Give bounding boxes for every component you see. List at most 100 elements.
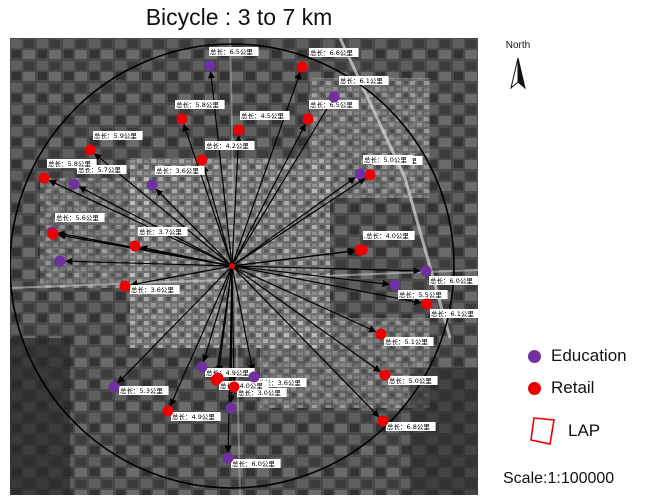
retail-point[interactable] — [212, 372, 224, 384]
route-arrow — [231, 71, 302, 267]
distance-label-bg — [388, 376, 438, 385]
distance-label: 总长：3.0公里 — [238, 388, 281, 397]
legend-lap: LAP — [528, 414, 600, 448]
education-point[interactable] — [108, 381, 120, 393]
origin-point — [229, 263, 235, 269]
distance-label: 总长：5.5公里 — [399, 290, 442, 299]
distance-label-bg — [365, 231, 415, 240]
distance-label-bg — [363, 155, 413, 164]
range-circle — [10, 43, 455, 489]
distance-label-bg — [237, 388, 287, 397]
retail-point[interactable] — [129, 240, 141, 252]
retail-point[interactable] — [296, 61, 308, 73]
distance-label-bg — [119, 386, 169, 395]
route-arrow — [155, 188, 233, 267]
retail-point[interactable] — [302, 113, 314, 125]
education-point[interactable] — [420, 265, 432, 277]
retail-point[interactable] — [356, 244, 368, 256]
education-dot-icon — [528, 349, 541, 363]
retail-point[interactable] — [364, 169, 376, 181]
distance-label: 总长：4.2公里 — [206, 141, 249, 150]
distance-label: 总长：5.7公里 — [78, 165, 121, 174]
distance-label: 总长：5.8公里 — [48, 159, 91, 168]
education-point[interactable] — [328, 91, 340, 103]
route-arrow — [58, 232, 233, 267]
distance-label: 总长：6.5公里 — [310, 100, 353, 109]
lap-boundary-icon — [530, 417, 555, 445]
distance-label-bg — [205, 141, 255, 150]
route-arrow — [231, 123, 306, 267]
distance-label-bg — [93, 131, 143, 140]
education-point[interactable] — [225, 402, 237, 414]
education-point[interactable] — [389, 279, 401, 291]
education-point[interactable] — [54, 255, 66, 267]
retail-point[interactable] — [375, 328, 387, 340]
route-arrow — [227, 265, 235, 403]
north-arrow-icon — [510, 57, 526, 90]
retail-point[interactable] — [377, 415, 389, 427]
distance-label: 总长：4.0公里 — [366, 231, 409, 240]
retail-point[interactable] — [176, 113, 188, 125]
distance-label: 总长：6.8公里 — [387, 422, 430, 431]
retail-point[interactable] — [162, 405, 174, 417]
distance-label-bg — [384, 337, 434, 346]
legend-retail-label: Retail — [551, 378, 595, 397]
route-arrows — [48, 71, 422, 453]
distance-label: 总长：5.0公里 — [364, 155, 407, 164]
north-arrow: North — [500, 40, 530, 100]
distance-label-bg — [171, 412, 221, 421]
education-point[interactable] — [222, 452, 234, 464]
route-arrow — [231, 265, 421, 275]
satellite-map[interactable]: 总长：6.5公里 总长：6.6公里 总长：6.1公里 总长：5.8公里 总长：4.5公里… — [10, 38, 478, 495]
retail-point[interactable] — [379, 369, 391, 381]
route-arrow — [231, 177, 356, 267]
distance-label-bg — [339, 76, 389, 85]
distance-label-bg — [430, 309, 478, 318]
route-arrow — [231, 177, 366, 267]
route-arrow — [231, 265, 381, 373]
distance-label: 总长：6.1公里 — [431, 309, 474, 318]
distance-label: 总长：4.9公里 — [206, 368, 249, 377]
distance-label: 总长：5.0公里 — [389, 376, 432, 385]
scale-text: Scale:1:100000 — [503, 470, 615, 487]
distance-label: 总长：6.0公里 — [430, 276, 473, 285]
route-arrow — [182, 123, 233, 267]
retail-point[interactable] — [421, 298, 433, 310]
retail-point[interactable] — [84, 144, 96, 156]
route-arrow — [231, 101, 332, 267]
distance-label: 总长：6.0公里 — [232, 459, 275, 468]
retail-point[interactable] — [47, 228, 59, 240]
distance-label: 总长：5.1公里 — [385, 337, 428, 346]
distance-label-bg — [386, 422, 436, 431]
distance-label: 总长：5.3公里 — [120, 386, 163, 395]
retail-point[interactable] — [228, 381, 240, 393]
education-point[interactable] — [204, 60, 216, 72]
education-point[interactable] — [354, 168, 366, 180]
route-arrow — [231, 265, 422, 306]
legend-education: Education — [528, 346, 627, 366]
retail-point[interactable] — [196, 154, 208, 166]
map-title: Bicycle : 3 to 7 km — [145, 4, 333, 30]
distance-label-bg — [155, 166, 205, 175]
route-arrow — [201, 165, 233, 267]
route-arrow — [202, 265, 233, 362]
retail-point[interactable] — [233, 124, 245, 136]
education-point[interactable] — [248, 371, 260, 383]
distance-label: 总长：6.6公里 — [310, 48, 353, 57]
retail-point[interactable] — [119, 280, 131, 292]
route-arrow — [231, 135, 242, 267]
route-arrow — [48, 180, 233, 267]
distance-label: 总长：3.6公里 — [156, 166, 199, 175]
route-arrow — [169, 265, 233, 407]
distance-label-bg — [398, 290, 448, 299]
retail-point[interactable] — [38, 172, 50, 184]
distance-label: 总长：3.7公里 — [139, 227, 182, 236]
education-point[interactable] — [146, 179, 158, 191]
education-point[interactable] — [68, 178, 80, 190]
legend-retail: Retail — [528, 378, 594, 398]
distance-label: 总长：5.6公里 — [56, 213, 99, 222]
education-point[interactable] — [196, 361, 208, 373]
distance-label-bg — [55, 213, 105, 222]
map-canvas[interactable]: 总长：6.5公里 总长：6.6公里总长：6.1公里总长：5.8公里总长：4.5公里… — [10, 38, 478, 495]
distance-label-bg — [77, 165, 127, 174]
